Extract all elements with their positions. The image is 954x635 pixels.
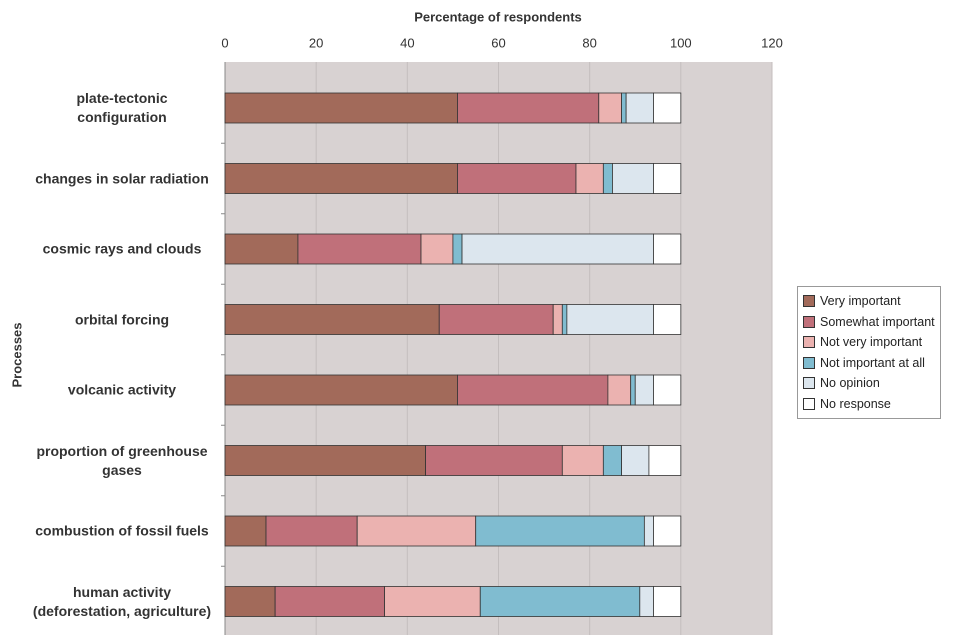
legend-item: Somewhat important — [798, 312, 940, 333]
bar-segment — [653, 304, 682, 335]
legend-label: Very important — [820, 294, 901, 309]
bar-segment — [224, 445, 426, 476]
x-tick-label: 20 — [309, 35, 323, 50]
legend-label: Not very important — [820, 335, 923, 350]
legend-item: Not very important — [798, 332, 940, 353]
bar-segment — [425, 445, 563, 476]
bar-segment — [552, 304, 563, 335]
legend-swatch — [803, 315, 815, 328]
bar-segment — [438, 304, 554, 335]
bar-segment — [634, 374, 654, 406]
bar-segment — [602, 163, 613, 194]
bar-segment — [457, 374, 609, 406]
bar-segment — [297, 233, 422, 265]
bar-segment — [653, 586, 682, 617]
bar-segment — [621, 445, 650, 476]
x-tick-label: 60 — [491, 35, 505, 50]
legend-label: No opinion — [820, 376, 880, 391]
bar-segment — [566, 304, 654, 335]
y-axis-title: Processes — [9, 322, 24, 387]
bar-segment — [384, 586, 481, 617]
y-tick-label: combustion of fossil fuels — [35, 522, 209, 539]
bar-segment — [461, 233, 654, 265]
legend-swatch — [803, 397, 815, 410]
y-tick-label: changes in solar radiation — [35, 170, 209, 186]
bar-segment — [457, 163, 577, 194]
bar-segment — [274, 586, 385, 617]
bar-segment — [630, 374, 636, 406]
legend-item: Very important — [798, 291, 940, 312]
bar-segment — [224, 374, 458, 406]
bar-segment — [452, 233, 463, 265]
legend-swatch — [803, 377, 815, 390]
y-tick-label: orbital forcing — [74, 311, 170, 327]
bar-segment — [265, 515, 358, 547]
bar-segment — [653, 163, 682, 194]
bar-segment — [561, 304, 568, 335]
bar-segment — [575, 163, 604, 194]
x-tick-label: 120 — [761, 35, 783, 50]
bar-segment — [643, 515, 654, 547]
bar-segment — [420, 233, 454, 265]
legend-item: Not important at all — [798, 353, 940, 374]
legend: Very important Somewhat important Not very… — [797, 286, 941, 419]
bar-segment — [224, 586, 276, 617]
bar-segment — [598, 92, 622, 124]
bar-segment — [224, 92, 458, 124]
bar-segment — [224, 515, 267, 547]
legend-swatch — [803, 356, 815, 369]
legend-label: Somewhat important — [820, 314, 935, 329]
bar-segment — [479, 586, 641, 617]
legend-label: Not important at all — [820, 355, 925, 370]
bar-segment — [612, 163, 654, 194]
bar-segment — [653, 374, 682, 406]
bar-segment — [653, 92, 682, 124]
y-tick-label: cosmic rays and clouds — [42, 240, 202, 257]
x-tick-label: 0 — [221, 35, 228, 50]
x-axis-title: Percentage of respondents — [414, 9, 582, 24]
bar-segment — [621, 92, 627, 124]
bar-segment — [648, 445, 682, 476]
legend-swatch — [803, 336, 815, 349]
x-tick-label: 40 — [400, 35, 414, 50]
bar-segment — [625, 92, 654, 124]
legend-label: No response — [820, 396, 891, 411]
legend-swatch — [803, 295, 815, 308]
bar-segment — [607, 374, 632, 406]
bar-segment — [356, 515, 477, 547]
y-tick-label: human activity (deforestation, agricultu… — [32, 583, 212, 619]
bar-segment — [457, 92, 600, 124]
bar-segment — [639, 586, 654, 617]
bar-segment — [224, 304, 440, 335]
x-tick-label: 80 — [582, 35, 596, 50]
bar-segment — [653, 233, 682, 265]
bar-segment — [475, 515, 645, 547]
y-tick-label: volcanic activity — [67, 381, 177, 398]
bar-segment — [561, 445, 604, 476]
legend-item: No opinion — [798, 373, 940, 394]
bar-segment — [224, 233, 299, 265]
y-tick-label: proportion of greenhouse gases — [36, 442, 208, 478]
y-tick-label: plate-tectonic configuration — [76, 90, 168, 125]
bar-segment — [653, 515, 682, 547]
x-tick-label: 100 — [670, 35, 692, 50]
legend-item: No response — [798, 394, 940, 415]
bar-segment — [224, 163, 458, 194]
bar-segment — [602, 445, 622, 476]
